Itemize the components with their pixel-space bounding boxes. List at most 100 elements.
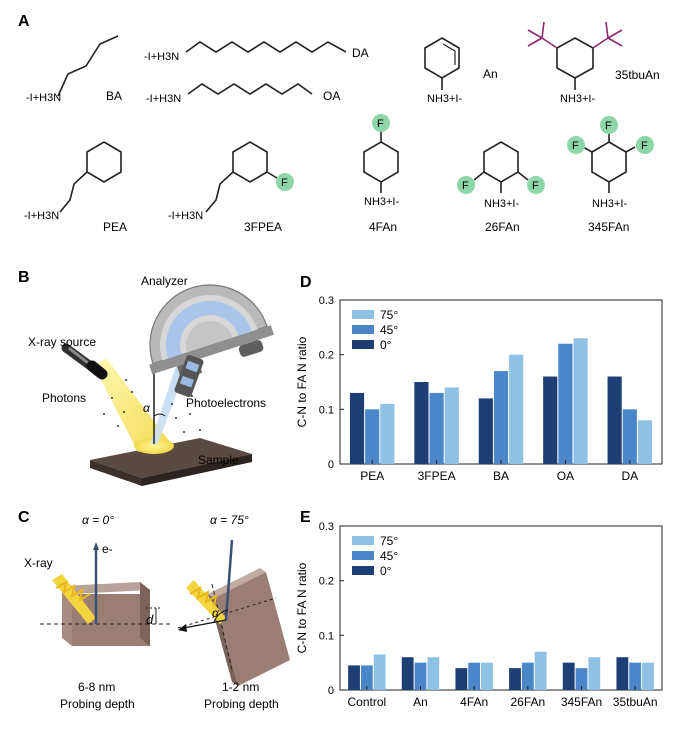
sample-plate-side — [142, 454, 252, 486]
fpea3-ammonium: -I+H3N — [168, 210, 203, 222]
fan4-ammonium: NH3+I- — [364, 196, 399, 208]
chart-e-legend-swatch — [352, 536, 374, 545]
panel-b-sample: Sample — [198, 453, 239, 467]
panel-b-photons: Photons — [42, 391, 86, 405]
chart-d-ylabel: C-N to FA N ratio — [295, 336, 309, 427]
right-normal-dashed — [177, 597, 277, 629]
xray-spot — [134, 438, 174, 454]
fan26-f-left: F — [462, 180, 469, 192]
chart-d-bar — [558, 343, 573, 464]
chart-d-ytick-label: 0.1 — [319, 404, 334, 416]
fpea3-ring — [232, 141, 268, 183]
panel-c-label: C — [18, 509, 30, 526]
molecule-pea: -I+H3N PEA — [24, 141, 127, 234]
right-normal-arrowhead — [178, 624, 187, 632]
chart-e-legend-swatch — [352, 551, 374, 560]
right-electron-line — [224, 539, 234, 621]
molecule-345fan: F F F NH3+I- 345FAn — [567, 116, 654, 234]
chart-e-bar — [588, 657, 601, 690]
panel-a: A -I+H3N BA -I+H3N DA -I+H3N OA NH3+I- A… — [18, 13, 660, 234]
molecule-oa: -I+H3N OA — [146, 83, 340, 105]
chart-d-legend-label: 75° — [380, 308, 398, 322]
fan26-f-highlight-right — [527, 176, 545, 194]
oa-ammonium: -I+H3N — [146, 93, 181, 105]
chart-e-legend-swatch — [352, 566, 374, 575]
molecule-4fan: F NH3+I- 4FAn — [363, 114, 399, 234]
fan345-f-bond-right — [625, 146, 636, 153]
chart-e-bar — [455, 668, 468, 690]
panel-c-electron: e- — [102, 542, 113, 556]
fan345-ring — [591, 141, 627, 183]
chart-d-bar — [380, 403, 395, 464]
chart-d-bar — [493, 371, 509, 464]
fan26-ring — [483, 141, 519, 183]
fan26-f-highlight-left — [457, 176, 475, 194]
molecule-ba: -I+H3N BA — [26, 35, 122, 104]
chart-d-ytick-label: 0 — [328, 459, 334, 471]
chart-d-bar — [543, 376, 558, 464]
chart-e-bar — [360, 665, 373, 690]
chart-d-legend-swatch — [352, 340, 374, 349]
chart-e-bar — [401, 657, 414, 690]
chart-e-bar — [642, 662, 654, 690]
chart-e-legend-label: 45° — [380, 549, 398, 563]
chart-d: 0 0.1 0.2 0.3 C-N to FA N ratio PEA 3FPEA BA OA D… — [295, 295, 663, 483]
tbuan-ammonium: NH3+I- — [560, 93, 595, 105]
chart-e-xtick-label: 4FAn — [460, 695, 488, 709]
chart-d-bar — [637, 420, 653, 464]
ba-ammonium: -I+H3N — [26, 92, 61, 104]
chart-d-ytick-label: 0.3 — [319, 295, 334, 307]
chart-d-legend-swatch — [352, 310, 374, 319]
chart-e-bar — [481, 662, 493, 690]
left-xray-beam — [52, 574, 96, 624]
panel-e-label: E — [300, 509, 311, 526]
chart-d-bar — [478, 398, 493, 464]
molecule-da: -I+H3N DA — [144, 41, 369, 63]
chart-e-ytick-label: 0 — [328, 685, 334, 697]
alpha-arc — [153, 413, 166, 417]
tbuan-ring — [556, 37, 594, 79]
chart-e-legend-label: 75° — [380, 534, 398, 548]
chart-d-legend-label: 45° — [380, 323, 398, 337]
da-chain — [185, 41, 347, 53]
panel-c-right-depth: 1-2 nm — [222, 680, 259, 694]
fan345-f-right: F — [641, 140, 648, 152]
pea-ammonium: -I+H3N — [24, 210, 59, 222]
panel-c: C α = 0° α = 75° d X-ray e- 6-8 nm Probi… — [18, 509, 290, 711]
chart-d-bar — [444, 387, 459, 464]
fpea3-f-highlight — [276, 173, 294, 191]
chart-e-bar — [629, 662, 642, 690]
chart-e-bar — [616, 657, 629, 690]
tbuan-name: 35tbuAn — [615, 68, 660, 82]
sample-plate-front — [90, 460, 142, 486]
fpea3-chain — [205, 171, 234, 213]
right-alpha-arc — [213, 609, 229, 623]
oa-chain — [187, 83, 313, 95]
fan345-f-top: F — [605, 120, 612, 132]
panel-c-right-title: α = 75° — [210, 513, 249, 527]
chart-d-xtick-label: DA — [621, 469, 638, 483]
chart-e-xtick-label: Control — [347, 695, 386, 709]
an-ammonium: NH3+I- — [427, 93, 462, 105]
chart-e-bar — [348, 665, 360, 690]
chart-d-xtick-label: PEA — [360, 469, 384, 483]
panel-c-left-probing: Probing depth — [60, 697, 135, 711]
chart-e-ytick-label: 0.1 — [319, 630, 334, 642]
molecule-3fpea: F -I+H3N 3FPEA — [168, 141, 294, 234]
chart-d-bar — [349, 392, 365, 464]
chart-d-bar — [429, 392, 444, 464]
pea-chain — [59, 171, 88, 213]
an-name: An — [483, 67, 498, 81]
pea-name: PEA — [103, 220, 127, 234]
chart-e-xtick-label: An — [413, 695, 428, 709]
tbu-group-left — [527, 21, 558, 49]
panel-b-analyzer: Analyzer — [141, 274, 188, 288]
panel-b: B α — [18, 269, 274, 486]
panel-b-photoelectrons: Photoelectrons — [186, 396, 266, 410]
molecule-26fan: F F NH3+I- 26FAn — [457, 141, 545, 234]
chart-e-xtick-label: 345FAn — [561, 695, 602, 709]
chart-d-xtick-label: 3FPEA — [418, 469, 456, 483]
chart-d-ytick-label: 0.2 — [319, 350, 334, 362]
fan26-ammonium: NH3+I- — [484, 198, 519, 210]
